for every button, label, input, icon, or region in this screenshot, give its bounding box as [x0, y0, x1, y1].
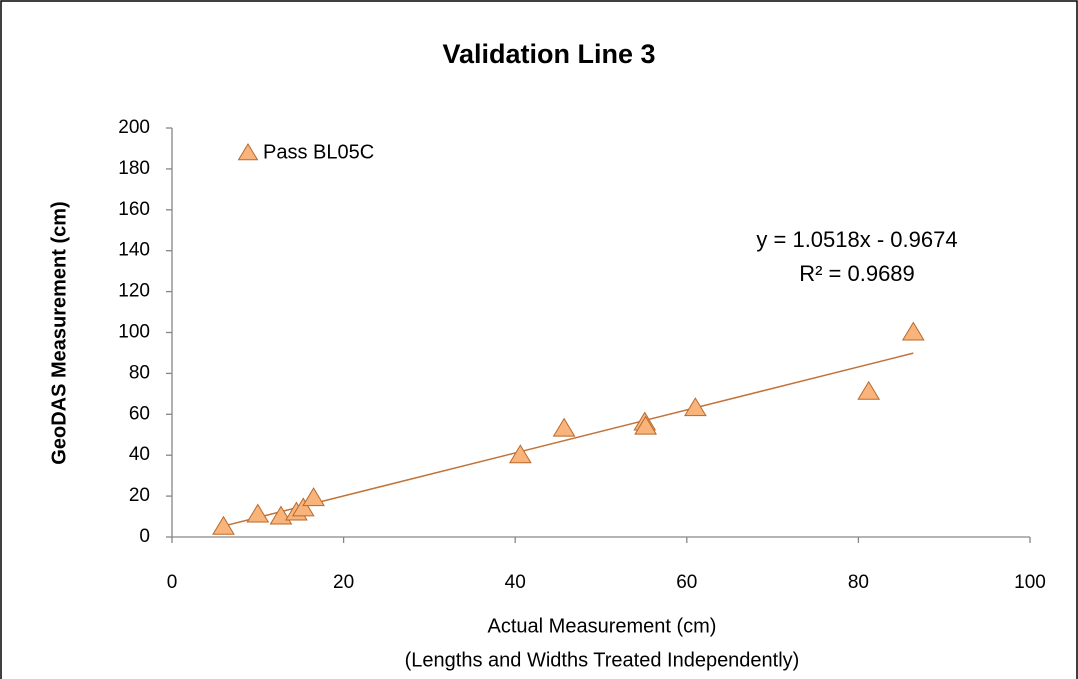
point — [634, 415, 657, 435]
y-tick-label: 180 — [118, 158, 150, 179]
legend-marker — [237, 143, 259, 161]
point — [508, 444, 532, 464]
y-tick-label: 40 — [129, 444, 150, 465]
point — [552, 417, 576, 437]
point — [212, 515, 235, 535]
trendline — [223, 352, 914, 527]
legend-label: Pass BL05C — [263, 141, 374, 163]
y-tick-label: 0 — [139, 526, 150, 547]
point — [857, 380, 881, 400]
y-tick-label: 160 — [118, 199, 150, 220]
y-tick-label: 60 — [129, 403, 150, 424]
x-axis-sublabel: (Lengths and Widths Treated Independentl… — [405, 649, 800, 671]
x-tick-label: 0 — [167, 572, 178, 593]
chart-title: Validation Line 3 — [442, 39, 655, 69]
point — [683, 397, 707, 417]
y-axis-label: GeoDAS Measurement (cm) — [48, 201, 70, 464]
point — [901, 321, 925, 341]
x-tick-label: 60 — [676, 572, 697, 593]
point — [302, 487, 325, 507]
x-tick-label: 40 — [505, 572, 526, 593]
y-tick-label: 100 — [118, 322, 150, 343]
point — [291, 497, 315, 517]
point — [246, 503, 270, 523]
y-tick-label: 140 — [118, 240, 150, 261]
x-axis-label: Actual Measurement (cm) — [488, 615, 717, 637]
y-tick-label: 20 — [129, 485, 150, 506]
y-tick-label: 120 — [118, 281, 150, 302]
x-tick-label: 80 — [848, 572, 869, 593]
trendline-r2: R² = 0.9689 — [799, 261, 915, 286]
y-tick-label: 200 — [118, 117, 150, 138]
x-tick-label: 20 — [333, 572, 354, 593]
y-tick-label: 80 — [129, 362, 150, 383]
x-tick-label: 100 — [1014, 572, 1046, 593]
trendline-equation: y = 1.0518x - 0.9674 — [756, 227, 957, 252]
